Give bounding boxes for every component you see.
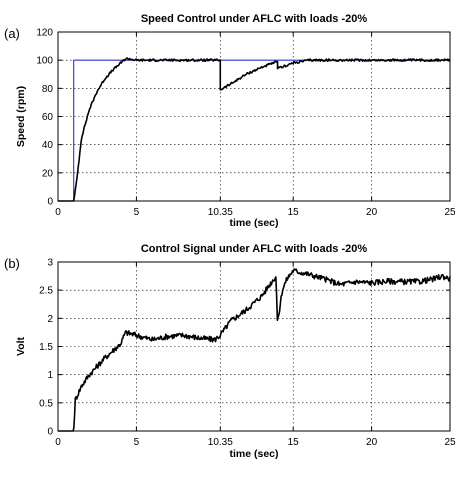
y-tick-label: 1 — [47, 370, 53, 381]
x-tick-label: 10.35 — [208, 207, 233, 218]
y-tick-label: 2 — [47, 314, 53, 325]
y-tick-label: 100 — [36, 56, 53, 67]
x-tick-label: 20 — [366, 207, 378, 218]
y-tick-label: 40 — [42, 140, 54, 151]
panel-label: (a) — [4, 26, 20, 41]
x-tick-label: 25 — [444, 207, 456, 218]
x-tick-label: 0 — [55, 437, 61, 448]
y-tick-label: 20 — [42, 168, 54, 179]
chart-title: Control Signal under AFLC with loads -20… — [141, 243, 368, 255]
x-tick-label: 25 — [444, 437, 456, 448]
series-line-0 — [57, 268, 451, 432]
y-tick-label: 3 — [47, 258, 53, 269]
series-line-0 — [58, 59, 450, 202]
chart-title: Speed Control under AFLC with loads -20% — [141, 13, 368, 25]
x-tick-label: 10.35 — [208, 437, 233, 448]
y-tick-label: 60 — [42, 112, 54, 123]
x-tick-label: 20 — [366, 437, 378, 448]
y-tick-label: 0 — [47, 427, 53, 438]
panel-label: (b) — [4, 256, 20, 271]
y-axis-label: Volt — [15, 336, 27, 356]
series-line-1 — [57, 57, 451, 202]
x-tick-label: 0 — [55, 207, 61, 218]
x-tick-label: 15 — [288, 207, 300, 218]
y-tick-label: 120 — [36, 28, 53, 39]
y-tick-label: 1.5 — [39, 342, 53, 353]
x-tick-label: 15 — [288, 437, 300, 448]
y-tick-label: 0.5 — [39, 398, 53, 409]
y-tick-label: 0 — [47, 197, 53, 208]
y-tick-label: 80 — [42, 84, 54, 95]
y-axis-label: Speed (rpm) — [15, 86, 27, 147]
x-axis-label: time (sec) — [229, 217, 278, 229]
y-tick-label: 2.5 — [39, 286, 53, 297]
x-tick-label: 5 — [134, 207, 140, 218]
x-tick-label: 5 — [134, 437, 140, 448]
x-axis-label: time (sec) — [229, 448, 278, 460]
